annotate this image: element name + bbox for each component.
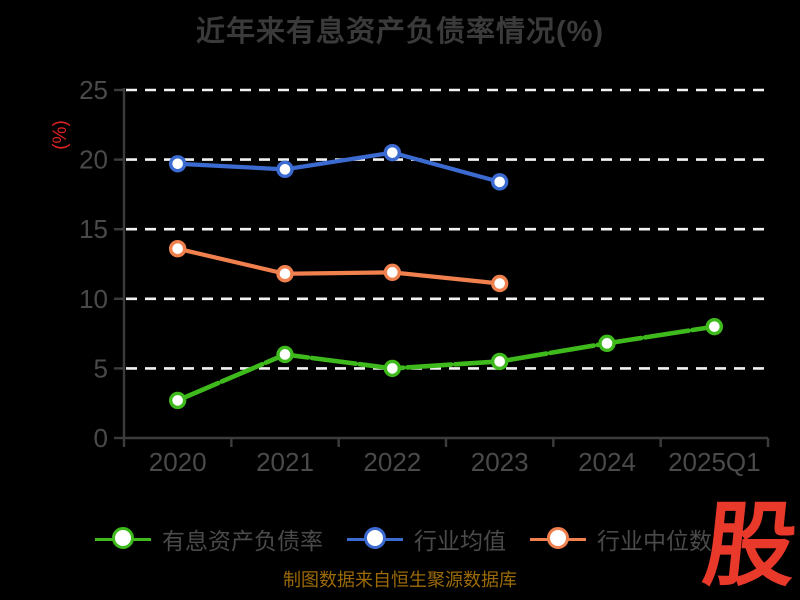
legend-marker-blue-icon xyxy=(347,527,403,551)
data-point xyxy=(705,317,724,336)
y-tick-label: 5 xyxy=(94,353,108,383)
axes: 0 5 10 15 20 25 2020 2021 2022 2023 2024 2025Q1 xyxy=(79,75,770,477)
y-tick-label: 25 xyxy=(79,75,108,105)
data-point xyxy=(276,265,294,283)
legend-item-industry-mean[interactable]: 行业均值 xyxy=(347,522,506,556)
y-tick-label: 0 xyxy=(94,423,108,453)
data-point xyxy=(168,239,187,258)
x-tick-label: 2021 xyxy=(256,447,314,477)
legend-marker-orange-icon xyxy=(530,527,586,551)
data-point xyxy=(490,274,509,293)
legend-item-company[interactable]: 有息资产负债率 xyxy=(95,522,323,556)
gridlines xyxy=(126,88,772,370)
x-tick-label: 2022 xyxy=(363,447,421,477)
series-2 xyxy=(168,239,509,293)
y-tick-label: 10 xyxy=(79,284,108,314)
data-point xyxy=(168,391,187,410)
x-tick-label: 2020 xyxy=(149,447,207,477)
data-point xyxy=(168,155,187,173)
x-tick-label: 2024 xyxy=(578,447,636,477)
legend: 有息资产负债率 行业均值 行业中位数 xyxy=(95,521,712,557)
legend-label-industry-mean: 行业均值 xyxy=(414,528,506,554)
data-point xyxy=(383,359,402,378)
y-tick-label: 20 xyxy=(79,145,108,175)
legend-label-industry-median: 行业中位数 xyxy=(597,528,712,554)
data-point xyxy=(598,334,616,353)
y-tick-label: 15 xyxy=(79,214,108,244)
x-tick-label: 2023 xyxy=(471,447,529,477)
logo-gu-watermark: 股 xyxy=(698,494,800,597)
data-point xyxy=(276,345,294,364)
data-point xyxy=(383,143,402,162)
legend-marker-green-icon xyxy=(95,527,151,551)
legend-label-company: 有息资产负债率 xyxy=(162,528,323,554)
legend-item-industry-median[interactable]: 行业中位数 xyxy=(530,522,712,556)
x-tick-label: 2025Q1 xyxy=(668,447,761,477)
chart-title: 近年来有息资产负债率情况(%) xyxy=(195,16,605,48)
data-point xyxy=(490,173,509,191)
series-0 xyxy=(168,317,724,410)
series-1 xyxy=(168,143,509,191)
data-point xyxy=(383,263,402,282)
data-point xyxy=(490,352,509,371)
data-point xyxy=(276,160,294,179)
data-source-note: 制图数据来自恒生聚源数据库 xyxy=(283,570,517,590)
